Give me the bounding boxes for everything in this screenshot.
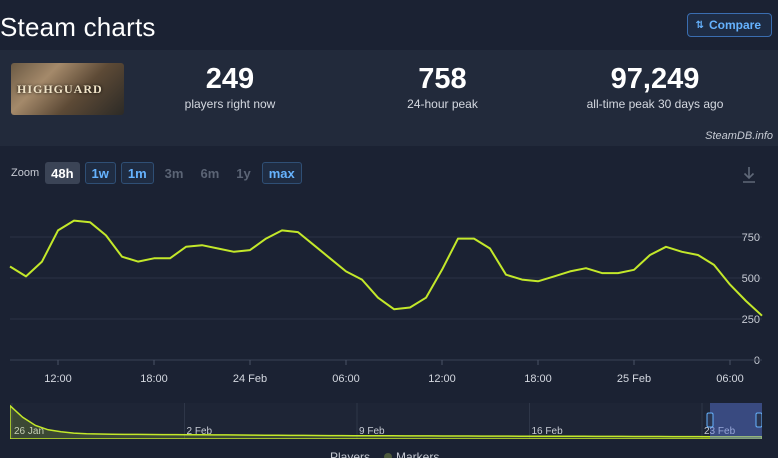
navigator-label: 23 Feb bbox=[704, 426, 736, 437]
x-tick-label: 18:00 bbox=[140, 373, 168, 385]
x-tick-label: 12:00 bbox=[428, 373, 456, 385]
zoom-1y-button: 1y bbox=[236, 165, 251, 181]
x-tick-label: 18:00 bbox=[524, 373, 552, 385]
chart-navigator[interactable]: 26 Jan 2 Feb 9 Feb 16 Feb 23 Feb bbox=[10, 403, 762, 439]
zoom-3m-button: 3m bbox=[164, 165, 184, 181]
markers-dot-icon bbox=[384, 453, 393, 458]
y-tick-label: 750 bbox=[742, 232, 760, 244]
stats-panel: HIGHGUARD 249 players right now 758 24-h… bbox=[0, 50, 778, 146]
zoom-48h-button[interactable]: 48h bbox=[45, 162, 80, 184]
zoom-6m-button: 6m bbox=[200, 165, 220, 181]
x-tick-label: 25 Feb bbox=[617, 373, 651, 385]
stat-24h-peak: 758 24-hour peak bbox=[385, 62, 500, 111]
chart-legend: Players Markers bbox=[330, 450, 439, 458]
stat-24h-label: 24-hour peak bbox=[407, 97, 478, 111]
compare-button[interactable]: ⇅ Compare bbox=[686, 13, 772, 37]
stat-alltime-peak: 97,249 all-time peak 30 days ago bbox=[575, 62, 735, 111]
game-header-image[interactable]: HIGHGUARD bbox=[11, 63, 124, 115]
y-tick-label: 0 bbox=[754, 355, 760, 367]
stat-alltime-label: all-time peak 30 days ago bbox=[586, 97, 724, 111]
stat-current-players: 249 players right now bbox=[175, 62, 285, 111]
navigator-label: 9 Feb bbox=[359, 426, 385, 437]
zoom-1m-button[interactable]: 1m bbox=[120, 162, 154, 184]
stat-24h-value: 758 bbox=[418, 63, 467, 95]
legend-players[interactable]: Players bbox=[330, 450, 371, 458]
navigator-label: 2 Feb bbox=[187, 426, 213, 437]
navigator-right-handle[interactable] bbox=[755, 412, 762, 428]
navigator-label: 26 Jan bbox=[14, 426, 44, 437]
x-tick-label: 06:00 bbox=[716, 373, 744, 385]
x-tick-label: 24 Feb bbox=[233, 373, 267, 385]
navigator-left-handle[interactable] bbox=[706, 412, 714, 428]
zoom-bar: Zoom 48h 1w 1m 3m 6m 1y max bbox=[11, 162, 302, 184]
download-icon[interactable] bbox=[742, 166, 756, 184]
page-title: Steam charts bbox=[0, 12, 156, 42]
x-tick-label: 06:00 bbox=[332, 373, 360, 385]
players-series-line[interactable] bbox=[9, 219, 763, 317]
legend-markers-label: Markers bbox=[396, 450, 440, 458]
header: Steam charts ⇅ Compare bbox=[0, 0, 778, 50]
x-tick-label: 12:00 bbox=[44, 373, 72, 385]
navigator-series-area bbox=[10, 404, 762, 439]
player-chart: 0 250 500 750 12:00 18:00 24 Feb 06:00 12:00 18:0… bbox=[9, 219, 763, 385]
zoom-max-button[interactable]: max bbox=[261, 162, 302, 184]
y-tick-label: 500 bbox=[742, 273, 760, 285]
compare-label: Compare bbox=[708, 18, 761, 32]
zoom-label: Zoom bbox=[11, 167, 40, 179]
legend-markers[interactable]: Markers bbox=[384, 450, 439, 458]
steamdb-credit[interactable]: SteamDB.info bbox=[705, 130, 773, 142]
navigator-label: 16 Feb bbox=[532, 426, 564, 437]
compare-icon: ⇅ bbox=[695, 19, 704, 31]
stat-alltime-value: 97,249 bbox=[610, 63, 700, 95]
game-logo-text: HIGHGUARD bbox=[17, 82, 103, 96]
stat-current-label: players right now bbox=[184, 97, 276, 111]
zoom-1w-button[interactable]: 1w bbox=[84, 162, 116, 184]
y-tick-label: 250 bbox=[742, 314, 760, 326]
navigator-background bbox=[10, 403, 762, 439]
navigator-selection[interactable] bbox=[710, 403, 762, 439]
chart-panel: 0 250 500 750 12:00 18:00 24 Feb 06:00 12:00 18:0… bbox=[0, 146, 778, 458]
stat-current-value: 249 bbox=[205, 63, 255, 95]
